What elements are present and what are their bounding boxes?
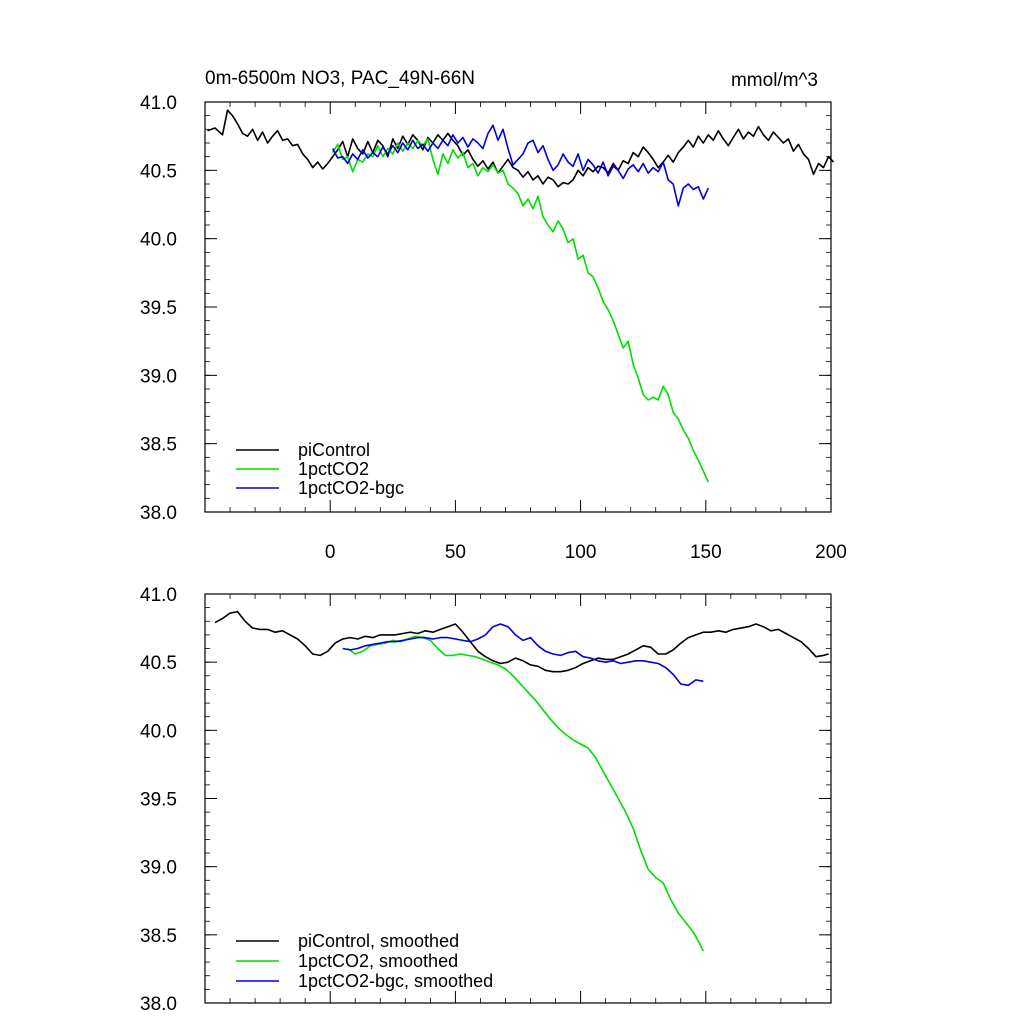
y-tick-label: 40.0 <box>140 721 177 742</box>
legend-label: 1pctCO2 <box>298 459 369 479</box>
series-line-picontrol-smoothed <box>214 610 829 673</box>
chart-panel-2: 38.0 38.5 39.0 39.5 40.0 40.5 41.0 piControl, s… <box>140 585 832 1015</box>
legend-label: 1pctCO2-bgc, smoothed <box>298 971 493 991</box>
chart-panels: 38.0 38.5 39.0 39.5 40.0 40.5 41.0 0 50 100 150 200… <box>140 93 847 1015</box>
y-tick-label: 40.5 <box>140 653 177 674</box>
y-tick-label: 41.0 <box>140 93 177 114</box>
series-line-1pctco2-bgc-smoothed <box>342 623 704 687</box>
y-tick-label: 39.5 <box>140 790 177 811</box>
legend-label: 1pctCO2, smoothed <box>298 951 458 971</box>
chart-title: 0m-6500m NO3, PAC_49N-66N <box>205 68 475 89</box>
y-tick-label: 39.5 <box>140 298 177 319</box>
x-tick-label: 50 <box>445 542 466 563</box>
x-tick-label: 0 <box>325 542 336 563</box>
legend-label: 1pctCO2-bgc <box>298 478 404 498</box>
y-tick-label: 38.5 <box>140 435 177 456</box>
x-tick-label: 200 <box>815 542 847 563</box>
chart-panel-1: 38.0 38.5 39.0 39.5 40.0 40.5 41.0 0 50 100 150 200… <box>140 93 847 563</box>
y-tick-label: 39.0 <box>140 366 177 387</box>
series-line-1pctco2 <box>332 138 710 483</box>
y-tick-label: 40.5 <box>140 161 177 182</box>
y-tick-label: 38.5 <box>140 926 177 947</box>
legend-label: piControl <box>298 440 370 460</box>
chart-units: mmol/m^3 <box>731 70 818 91</box>
y-tick-label: 40.0 <box>140 230 177 251</box>
series-line-1pctco2-bgc <box>331 124 710 207</box>
series-line-picontrol <box>207 109 835 188</box>
y-tick-label: 38.0 <box>140 994 177 1015</box>
y-tick-label: 38.0 <box>140 503 177 524</box>
x-tick-label: 100 <box>565 542 597 563</box>
x-tick-label: 150 <box>690 542 722 563</box>
y-tick-label: 41.0 <box>140 585 177 606</box>
y-tick-label: 39.0 <box>140 858 177 879</box>
series-line-1pctco2-smoothed <box>347 635 705 952</box>
legend-label: piControl, smoothed <box>298 931 459 951</box>
